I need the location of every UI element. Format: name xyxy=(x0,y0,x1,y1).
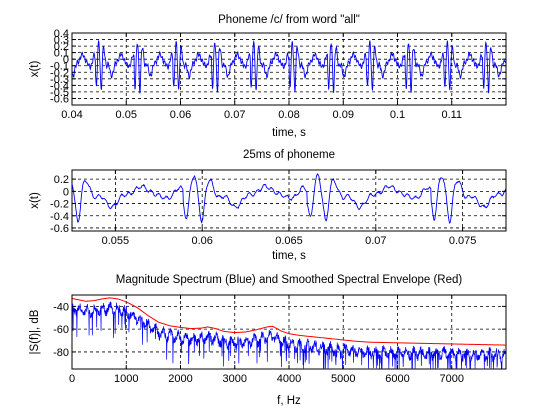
chart-3: 0 1000 2000 3000 4000 5000 6000 7000 -40 -60 -80 Ma… xyxy=(29,274,507,407)
x-axis-label: f, Hz xyxy=(277,395,301,407)
y-tick-label: -0.2 xyxy=(50,67,69,79)
x-tick-label: 0.075 xyxy=(449,235,477,247)
y-axis-label: x(t) xyxy=(29,192,41,209)
y-tick-label: 0 xyxy=(63,186,69,198)
x-tick-label: 0.08 xyxy=(278,109,299,121)
x-tick-label: 0.11 xyxy=(441,109,462,121)
series-group xyxy=(72,297,506,369)
y-tick-label: -0.1 xyxy=(50,61,69,73)
grid xyxy=(72,33,506,105)
waveform-line xyxy=(72,39,506,94)
y-tick-label: -80 xyxy=(53,347,69,359)
grid xyxy=(72,170,506,231)
x-tick-label: 6000 xyxy=(385,373,409,385)
series-group xyxy=(72,39,506,94)
chart-title: Phoneme /c/ from word "all" xyxy=(218,14,360,26)
x-tick-label: 4000 xyxy=(277,373,301,385)
x-tick-label: 7000 xyxy=(440,373,464,385)
series-group xyxy=(72,172,506,224)
y-tick-label: -40 xyxy=(53,301,69,313)
chart-title: Magnitude Spectrum (Blue) and Smoothed S… xyxy=(116,274,463,286)
y-tick-label: -0.4 xyxy=(50,80,69,92)
y-tick-label: -0.4 xyxy=(50,211,69,223)
x-tick-label: 0.07 xyxy=(365,235,386,247)
x-tick-label: 0.06 xyxy=(191,235,212,247)
x-tick-label: 0.1 xyxy=(390,109,405,121)
x-tick-label: 0.055 xyxy=(102,235,130,247)
x-tick-label: 3000 xyxy=(223,373,247,385)
y-tick-label: 0.2 xyxy=(54,41,69,53)
x-tick-label: 5000 xyxy=(331,373,355,385)
y-tick-label: -0.3 xyxy=(50,74,69,86)
y-tick-label: -0.6 xyxy=(50,223,69,235)
x-tick-label: 0.065 xyxy=(275,235,303,247)
x-axis-label: time, s xyxy=(272,127,306,139)
x-tick-label: 0.07 xyxy=(224,109,245,121)
y-axis-label: x(t) xyxy=(29,61,41,78)
y-tick-label: 0 xyxy=(63,54,69,66)
magnitude-spectrum-line xyxy=(72,301,506,369)
y-tick-label: 0.4 xyxy=(54,28,69,40)
y-tick-label: 0.2 xyxy=(54,174,69,186)
y-tick-label: -0.2 xyxy=(50,199,69,211)
x-tick-label: 0.05 xyxy=(116,109,137,121)
y-tick-label: -60 xyxy=(53,324,69,336)
y-tick-label: -0.6 xyxy=(50,93,69,105)
x-tick-label: 0 xyxy=(69,373,75,385)
y-tick-label: 0.3 xyxy=(54,35,69,47)
spectral-envelope-line xyxy=(72,297,506,346)
chart-1: 0.04 0.05 0.06 0.07 0.08 0.09 0.1 0.11 0.40.30.2… xyxy=(29,14,507,139)
chart-2: 0.055 0.06 0.065 0.07 0.075 0.20-0.2-0.4-0.6 2… xyxy=(29,149,507,262)
waveform-line xyxy=(72,172,506,224)
x-tick-label: 0.04 xyxy=(61,109,82,121)
x-tick-label: 2000 xyxy=(168,373,192,385)
x-tick-label: 1000 xyxy=(114,373,138,385)
y-tick-label: -0.5 xyxy=(50,87,69,99)
x-axis-label: time, s xyxy=(272,250,306,262)
y-axis-label: |S(f)|, dB xyxy=(29,309,41,354)
x-tick-label: 0.06 xyxy=(170,109,191,121)
y-tick-label: 0.1 xyxy=(54,48,69,60)
x-tick-label: 0.09 xyxy=(333,109,354,121)
chart-title: 25ms of phoneme xyxy=(243,149,335,161)
